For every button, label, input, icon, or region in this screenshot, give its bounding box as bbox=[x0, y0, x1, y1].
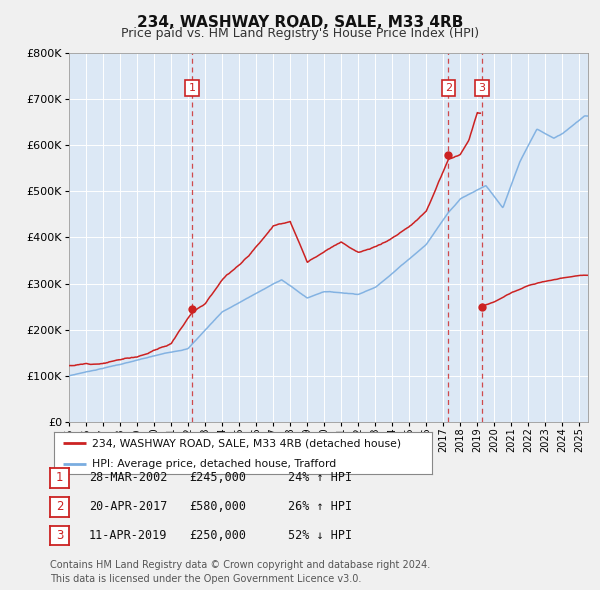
Text: 3: 3 bbox=[479, 83, 485, 93]
Text: 20-APR-2017: 20-APR-2017 bbox=[89, 500, 167, 513]
Text: HPI: Average price, detached house, Trafford: HPI: Average price, detached house, Traf… bbox=[92, 459, 336, 469]
Text: £245,000: £245,000 bbox=[189, 471, 246, 484]
Text: 1: 1 bbox=[56, 471, 63, 484]
Text: Price paid vs. HM Land Registry's House Price Index (HPI): Price paid vs. HM Land Registry's House … bbox=[121, 27, 479, 40]
Text: 26% ↑ HPI: 26% ↑ HPI bbox=[288, 500, 352, 513]
Text: 234, WASHWAY ROAD, SALE, M33 4RB: 234, WASHWAY ROAD, SALE, M33 4RB bbox=[137, 15, 463, 30]
Text: 2: 2 bbox=[445, 83, 452, 93]
Text: 11-APR-2019: 11-APR-2019 bbox=[89, 529, 167, 542]
Text: 2: 2 bbox=[56, 500, 63, 513]
Text: Contains HM Land Registry data © Crown copyright and database right 2024.
This d: Contains HM Land Registry data © Crown c… bbox=[50, 560, 430, 584]
Text: 52% ↓ HPI: 52% ↓ HPI bbox=[288, 529, 352, 542]
Text: 1: 1 bbox=[188, 83, 196, 93]
Text: 28-MAR-2002: 28-MAR-2002 bbox=[89, 471, 167, 484]
Text: 24% ↑ HPI: 24% ↑ HPI bbox=[288, 471, 352, 484]
Text: £580,000: £580,000 bbox=[189, 500, 246, 513]
Text: 3: 3 bbox=[56, 529, 63, 542]
Text: 234, WASHWAY ROAD, SALE, M33 4RB (detached house): 234, WASHWAY ROAD, SALE, M33 4RB (detach… bbox=[92, 438, 401, 448]
Text: £250,000: £250,000 bbox=[189, 529, 246, 542]
